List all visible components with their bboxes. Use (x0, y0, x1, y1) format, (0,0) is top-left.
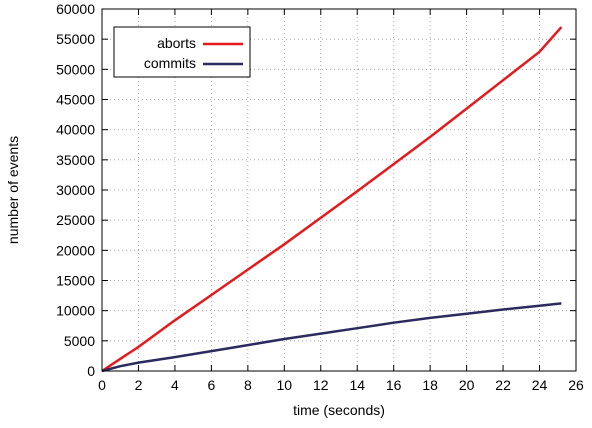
x-tick-label: 10 (277, 377, 293, 393)
legend-label-commits: commits (144, 55, 196, 71)
y-tick-label: 5000 (64, 333, 95, 349)
series-line-commits (101, 302, 562, 373)
x-tick-label: 16 (386, 377, 402, 393)
y-tick-label: 50000 (56, 61, 95, 77)
series-lines (101, 26, 563, 373)
series-line-aborts (101, 26, 563, 373)
y-tick-label: 35000 (56, 152, 95, 168)
y-tick-label: 45000 (56, 92, 95, 108)
x-tick-label: 26 (568, 377, 584, 393)
legend-box (113, 26, 251, 78)
y-tick-label: 60000 (56, 1, 95, 17)
x-tick-label: 2 (135, 377, 143, 393)
x-tick-label: 22 (495, 377, 511, 393)
x-tick-label: 4 (171, 377, 179, 393)
y-tick-label: 20000 (56, 242, 95, 258)
ticks (101, 8, 577, 372)
y-tick-label: 40000 (56, 122, 95, 138)
y-axis-title: number of events (5, 136, 21, 244)
x-tick-label: 6 (207, 377, 215, 393)
y-tick-label: 15000 (56, 273, 95, 289)
y-tick-label: 55000 (56, 31, 95, 47)
x-tick-label: 20 (459, 377, 475, 393)
legend-label-aborts: aborts (157, 35, 196, 51)
y-tick-label: 30000 (56, 182, 95, 198)
x-tick-label: 14 (349, 377, 365, 393)
x-axis-title: time (seconds) (293, 402, 385, 418)
x-tick-label: 24 (532, 377, 548, 393)
y-tick-label: 25000 (56, 212, 95, 228)
y-tick-label: 0 (87, 363, 95, 379)
x-tick-label: 18 (422, 377, 438, 393)
x-tick-label: 0 (98, 377, 106, 393)
tick-labels: 0 2 4 6 8 10 12 14 16 18 20 22 24 2605000100001500020… (56, 1, 584, 393)
x-tick-label: 12 (313, 377, 329, 393)
legend: aborts commits (113, 26, 251, 78)
y-tick-label: 10000 (56, 303, 95, 319)
x-tick-label: 8 (244, 377, 252, 393)
